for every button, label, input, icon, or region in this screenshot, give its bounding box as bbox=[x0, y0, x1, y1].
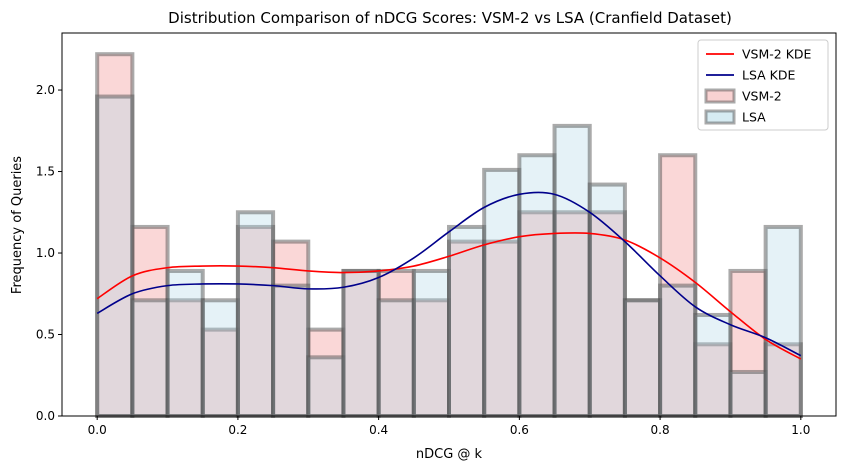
x-tick-label: 0.0 bbox=[88, 423, 107, 437]
y-tick-label: 0.0 bbox=[36, 409, 55, 423]
bar-lsa-2 bbox=[165, 268, 205, 419]
legend-label-lsa: LSA bbox=[742, 110, 766, 125]
bar-lsa-13 bbox=[552, 123, 592, 419]
bar-lsa-12 bbox=[517, 153, 557, 418]
lsa-kde-line bbox=[96, 191, 802, 357]
legend-box bbox=[697, 39, 829, 131]
y-tick-label: 0.5 bbox=[36, 328, 55, 342]
y-tick-label: 1.0 bbox=[36, 246, 55, 260]
legend-label-lsa-kde: LSA KDE bbox=[742, 68, 795, 83]
legend-label-vsm-2-kde: VSM-2 KDE bbox=[742, 47, 812, 62]
x-tick-label: 0.4 bbox=[369, 423, 388, 437]
bar-lsa-0 bbox=[95, 94, 135, 418]
bar-lsa-15 bbox=[622, 298, 663, 418]
histogram-bars bbox=[95, 52, 803, 419]
legend-swatch-vsm-2 bbox=[704, 88, 736, 104]
bar-lsa-1 bbox=[130, 298, 170, 418]
y-tick-label: 2.0 bbox=[36, 83, 55, 97]
chart-title: Distribution Comparison of nDCG Scores: … bbox=[168, 9, 732, 27]
kde-lines bbox=[96, 191, 802, 360]
bar-lsa-4 bbox=[235, 210, 276, 418]
x-tick-label: 0.6 bbox=[510, 423, 529, 437]
legend-label-vsm-2: VSM-2 bbox=[742, 89, 782, 104]
bar-lsa-6 bbox=[306, 355, 346, 419]
bar-vsm-2-18 bbox=[728, 268, 768, 419]
bar-lsa-19 bbox=[763, 224, 803, 418]
x-tick-label: 1.0 bbox=[791, 423, 810, 437]
x-tick-label: 0.2 bbox=[228, 423, 247, 437]
bar-lsa-18 bbox=[728, 369, 768, 419]
legend: VSM-2 KDE LSA KDE VSM-2 LSA bbox=[697, 39, 829, 131]
bar-lsa-9 bbox=[411, 268, 451, 419]
legend-swatch-lsa bbox=[704, 109, 736, 125]
y-tick-label: 1.5 bbox=[36, 165, 55, 179]
axes: 0.0 0.2 0.4 0.6 0.8 1.0 0.0 0.5 1.0 1.5 2.0 bbox=[36, 32, 837, 437]
x-axis-label: nDCG @ k bbox=[416, 447, 483, 462]
bar-lsa-7 bbox=[341, 268, 381, 419]
bar-lsa-14 bbox=[587, 182, 627, 418]
bar-lsa-8 bbox=[376, 298, 416, 418]
bar-lsa-11 bbox=[482, 167, 522, 418]
bar-lsa-17 bbox=[693, 312, 733, 418]
vsm-2-kde-line bbox=[96, 232, 802, 360]
bar-lsa-5 bbox=[271, 283, 311, 419]
bar-lsa-3 bbox=[200, 298, 240, 418]
y-axis-label: Frequency of Queries bbox=[10, 156, 25, 294]
plot-frame bbox=[61, 32, 837, 417]
bar-lsa-16 bbox=[658, 283, 698, 419]
x-tick-label: 0.8 bbox=[651, 423, 670, 437]
